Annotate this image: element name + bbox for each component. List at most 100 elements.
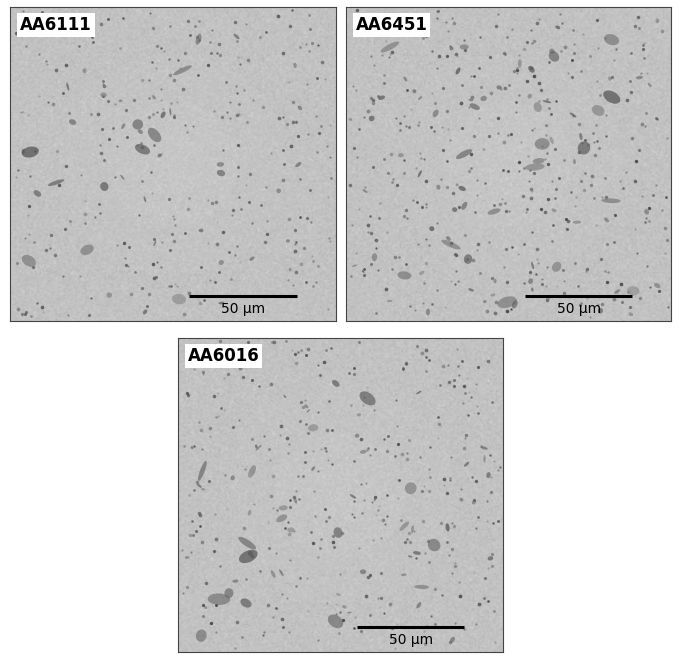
Ellipse shape	[216, 162, 224, 167]
Ellipse shape	[627, 286, 639, 295]
Ellipse shape	[456, 68, 460, 74]
Ellipse shape	[592, 105, 604, 116]
Ellipse shape	[238, 144, 240, 148]
Ellipse shape	[405, 483, 416, 494]
Ellipse shape	[196, 34, 201, 45]
Ellipse shape	[119, 99, 123, 102]
Ellipse shape	[225, 589, 234, 598]
Ellipse shape	[69, 119, 76, 125]
Ellipse shape	[416, 391, 422, 395]
Ellipse shape	[401, 573, 407, 576]
Ellipse shape	[543, 100, 551, 103]
Ellipse shape	[497, 297, 516, 308]
Ellipse shape	[271, 570, 275, 578]
Ellipse shape	[381, 42, 399, 52]
Ellipse shape	[403, 77, 408, 81]
Ellipse shape	[219, 302, 224, 305]
Ellipse shape	[190, 446, 194, 449]
Ellipse shape	[512, 300, 518, 308]
Ellipse shape	[433, 110, 438, 117]
Ellipse shape	[255, 444, 258, 449]
Ellipse shape	[428, 539, 440, 551]
Ellipse shape	[297, 105, 302, 111]
Ellipse shape	[647, 83, 651, 87]
Ellipse shape	[279, 569, 284, 576]
Ellipse shape	[493, 279, 497, 283]
Ellipse shape	[490, 293, 495, 297]
Ellipse shape	[360, 569, 366, 574]
Ellipse shape	[472, 500, 476, 504]
Ellipse shape	[152, 95, 156, 99]
Ellipse shape	[374, 496, 377, 501]
Ellipse shape	[480, 96, 487, 101]
Ellipse shape	[234, 34, 240, 39]
Ellipse shape	[418, 170, 422, 177]
Ellipse shape	[598, 308, 603, 314]
Ellipse shape	[426, 308, 430, 315]
Ellipse shape	[470, 103, 480, 110]
Ellipse shape	[66, 83, 69, 91]
Ellipse shape	[201, 488, 206, 491]
Ellipse shape	[347, 612, 351, 614]
Ellipse shape	[452, 207, 458, 212]
Ellipse shape	[300, 349, 303, 352]
Ellipse shape	[284, 395, 286, 398]
Ellipse shape	[360, 449, 366, 454]
Ellipse shape	[527, 94, 532, 99]
Ellipse shape	[355, 434, 360, 438]
Ellipse shape	[460, 44, 469, 50]
Ellipse shape	[240, 598, 251, 608]
Ellipse shape	[468, 288, 474, 291]
Ellipse shape	[399, 522, 409, 531]
Ellipse shape	[138, 129, 143, 134]
Ellipse shape	[287, 528, 295, 532]
Ellipse shape	[549, 48, 555, 54]
Ellipse shape	[132, 119, 143, 130]
Ellipse shape	[483, 148, 486, 151]
Ellipse shape	[219, 260, 224, 265]
Ellipse shape	[172, 294, 186, 305]
Ellipse shape	[518, 59, 522, 68]
Ellipse shape	[248, 551, 253, 556]
Ellipse shape	[408, 555, 412, 557]
Ellipse shape	[21, 149, 25, 154]
Ellipse shape	[22, 146, 39, 158]
Ellipse shape	[48, 179, 64, 186]
Ellipse shape	[80, 244, 94, 255]
Ellipse shape	[238, 537, 256, 549]
Ellipse shape	[549, 136, 553, 144]
Ellipse shape	[217, 170, 225, 176]
Ellipse shape	[416, 602, 421, 608]
Ellipse shape	[556, 26, 560, 29]
Ellipse shape	[608, 77, 612, 81]
Ellipse shape	[654, 283, 660, 288]
Ellipse shape	[528, 278, 533, 284]
Ellipse shape	[276, 189, 281, 193]
Ellipse shape	[414, 585, 429, 589]
Ellipse shape	[350, 494, 356, 498]
Ellipse shape	[248, 510, 251, 516]
Ellipse shape	[419, 271, 425, 275]
Ellipse shape	[342, 605, 347, 608]
Ellipse shape	[148, 128, 161, 142]
Ellipse shape	[100, 93, 107, 97]
Ellipse shape	[528, 66, 535, 73]
Ellipse shape	[411, 526, 414, 534]
Ellipse shape	[412, 89, 416, 93]
Ellipse shape	[248, 465, 256, 477]
Ellipse shape	[604, 34, 619, 45]
Ellipse shape	[293, 63, 297, 68]
Ellipse shape	[249, 257, 254, 261]
Ellipse shape	[352, 265, 358, 267]
Ellipse shape	[381, 626, 386, 629]
Ellipse shape	[656, 19, 659, 23]
Ellipse shape	[456, 149, 472, 159]
Ellipse shape	[545, 124, 548, 127]
Ellipse shape	[386, 300, 393, 302]
Ellipse shape	[531, 287, 534, 292]
Ellipse shape	[525, 164, 545, 171]
Ellipse shape	[82, 68, 86, 73]
Ellipse shape	[580, 133, 582, 140]
Ellipse shape	[549, 51, 559, 62]
Ellipse shape	[534, 102, 542, 112]
